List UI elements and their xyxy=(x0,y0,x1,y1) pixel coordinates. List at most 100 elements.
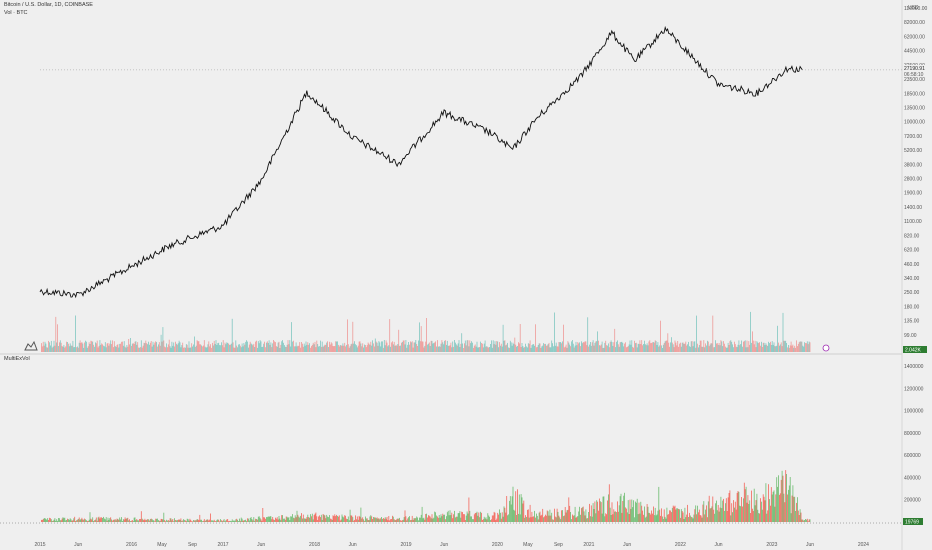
volume-bar xyxy=(152,341,154,352)
volume-bar xyxy=(487,347,489,352)
volume-bar xyxy=(317,344,319,352)
indicator-bar xyxy=(128,520,130,522)
indicator-bar xyxy=(158,520,160,522)
indicator-bar xyxy=(617,501,618,522)
indicator-bar xyxy=(59,520,61,522)
indicator-bar xyxy=(585,509,587,522)
volume-bar xyxy=(190,347,192,352)
indicator-bar xyxy=(401,520,403,522)
volume-bar xyxy=(428,342,430,352)
volume-bar xyxy=(578,343,580,352)
volume-bar xyxy=(573,347,575,352)
volume-bar xyxy=(779,344,781,352)
volume-bar xyxy=(464,343,465,352)
volume-bar xyxy=(723,341,724,352)
volume-bar xyxy=(693,341,695,352)
volume-bar xyxy=(740,344,742,352)
indicator-bar xyxy=(744,489,746,522)
volume-bar xyxy=(151,346,153,352)
indicator-bar xyxy=(114,519,116,522)
indicator-bar xyxy=(662,516,663,522)
indicator-bar xyxy=(492,515,494,522)
volume-bar xyxy=(420,326,422,352)
volume-bar xyxy=(453,346,454,352)
volume-bar xyxy=(50,345,51,352)
volume-bar xyxy=(747,347,749,352)
volume-bar xyxy=(313,344,315,352)
volume-bar xyxy=(643,344,644,352)
indicator-bar xyxy=(70,519,72,522)
volume-bar xyxy=(136,344,138,352)
indicator-bar xyxy=(71,520,73,522)
volume-bar xyxy=(101,343,103,352)
volume-bar xyxy=(348,347,350,352)
indicator-bar xyxy=(279,518,281,522)
volume-bar xyxy=(434,342,436,352)
indicator-bar xyxy=(792,485,794,522)
volume-bar xyxy=(797,343,799,352)
indicator-bar xyxy=(191,521,193,522)
indicator-bar xyxy=(740,506,742,522)
volume-bar xyxy=(671,342,673,352)
indicator-bar xyxy=(435,512,436,522)
volume-bar xyxy=(748,341,750,352)
volume-bar xyxy=(640,344,642,352)
indicator-bar xyxy=(756,493,758,522)
indicator-bar xyxy=(432,518,434,522)
volume-bar xyxy=(543,343,544,352)
volume-bar xyxy=(329,341,330,352)
indicator-bar xyxy=(510,504,512,522)
volume-bar xyxy=(370,341,372,352)
volume-bar xyxy=(804,342,805,352)
indicator-bar xyxy=(555,517,557,522)
volume-bar xyxy=(626,347,627,352)
volume-bar xyxy=(409,344,410,352)
indicator-bar xyxy=(95,517,97,522)
indicator-bar xyxy=(327,516,328,522)
indicator-bar xyxy=(499,509,500,522)
indicator-bar xyxy=(757,509,759,522)
indicator-bar xyxy=(365,518,367,522)
volume-bar xyxy=(201,345,202,352)
volume-bar xyxy=(59,342,60,352)
indicator-bar xyxy=(50,519,52,522)
price-tick-label: 23500.00 xyxy=(904,77,925,83)
tradingview-logo-icon[interactable] xyxy=(24,340,38,352)
indicator-bar xyxy=(214,521,216,522)
indicator-bar xyxy=(176,520,177,522)
volume-bar xyxy=(119,343,121,352)
volume-bar xyxy=(662,344,664,352)
indicator-bar xyxy=(600,502,602,522)
volume-bar xyxy=(708,346,710,352)
indicator-bar xyxy=(730,515,732,522)
indicator-bar xyxy=(634,517,635,522)
indicator-bar xyxy=(588,512,589,522)
volume-bar xyxy=(164,346,166,352)
indicator-bar xyxy=(444,514,445,522)
volume-bar xyxy=(579,342,580,352)
indicator-bar xyxy=(353,520,355,522)
volume-bar xyxy=(508,347,509,352)
symbol-title: Bitcoin / U.S. Dollar, 1D, COINBASE xyxy=(4,2,93,8)
indicator-bar xyxy=(215,521,217,522)
volume-bar xyxy=(128,339,130,352)
time-tick-label: 2017 xyxy=(217,542,228,548)
indicator-bar xyxy=(468,497,470,522)
volume-bar xyxy=(463,348,464,352)
volume-bar xyxy=(163,340,165,352)
volume-bar xyxy=(484,340,486,352)
indicator-bar xyxy=(79,519,81,522)
volume-bar xyxy=(752,331,753,352)
volume-bar xyxy=(394,345,396,352)
volume-bar xyxy=(181,345,183,352)
volume-bar xyxy=(803,346,805,352)
volume-bar xyxy=(328,347,329,352)
indicator-bar xyxy=(352,517,354,522)
indicator-bar xyxy=(469,510,471,522)
indicator-bar xyxy=(346,518,347,522)
indicator-bar xyxy=(388,516,390,522)
indicator-bar xyxy=(664,516,666,522)
indicator-bar xyxy=(233,520,235,522)
indicator-bar xyxy=(156,518,157,522)
volume-bar xyxy=(384,345,386,352)
